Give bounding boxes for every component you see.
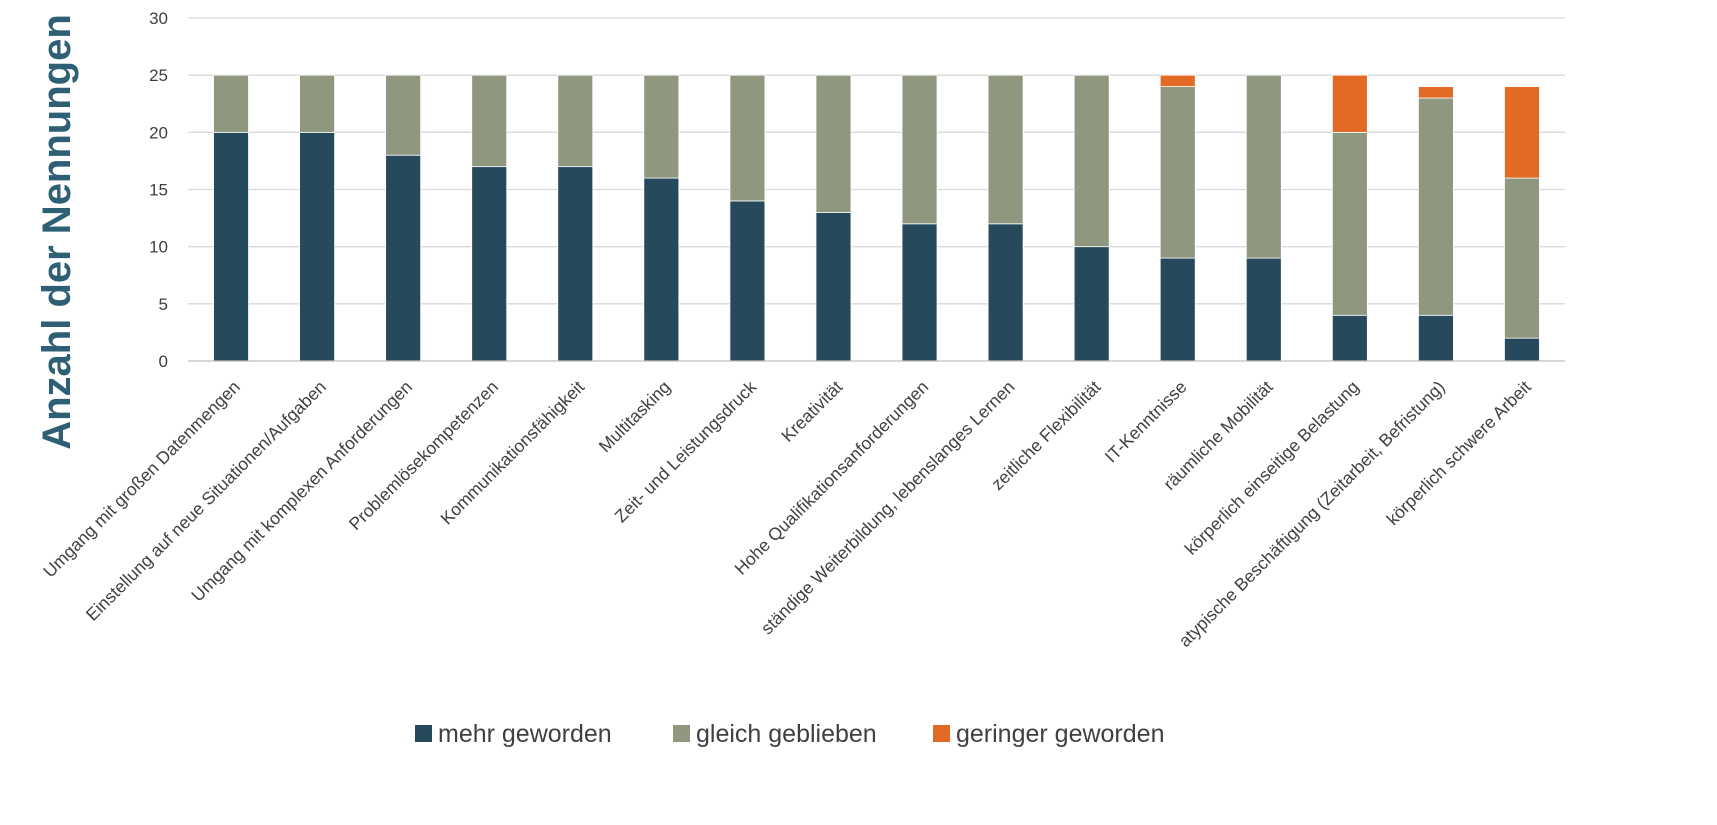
bar-segment (729, 74, 766, 202)
y-tick-label: 5 (159, 295, 168, 314)
x-tick-label: Kreativität (777, 377, 846, 446)
y-tick-label: 30 (149, 9, 168, 28)
legend: mehr geworden gleich geblieben geringer ge… (415, 720, 1164, 748)
bar-segment (1418, 86, 1454, 99)
bar-segment (1331, 74, 1368, 133)
bar-segment (557, 166, 594, 362)
x-tick-label: Problemlösekompetenzen (345, 377, 502, 534)
bar-segment (1418, 314, 1454, 362)
y-tick-label: 25 (149, 66, 168, 85)
bar-segment (213, 131, 249, 362)
bar-segment (1504, 86, 1540, 179)
bar-segment (299, 74, 335, 133)
y-axis-ticks: 0 5 10 15 20 25 30 (149, 9, 168, 371)
bar-segment (643, 177, 680, 362)
y-tick-label: 15 (149, 181, 168, 200)
bar-segment (1159, 257, 1196, 362)
bar-segment (643, 74, 680, 179)
bar-segment (1245, 74, 1282, 259)
bar-segment (729, 200, 766, 362)
bar-segment (1159, 74, 1196, 87)
bar-segment (1331, 314, 1368, 362)
bar-segment (1073, 246, 1110, 362)
bar-segment (1504, 337, 1540, 362)
legend-swatch (415, 725, 432, 742)
bar-segment (385, 74, 422, 156)
x-axis-labels: Umgang mit großen DatenmengenEinstellung… (39, 377, 1535, 651)
bar-segment (1073, 74, 1110, 248)
bar-segment (815, 74, 852, 213)
y-tick-label: 0 (159, 352, 168, 371)
bar-segment (471, 74, 508, 168)
y-axis-title: Anzahl der Nennungen (35, 14, 79, 450)
legend-label: mehr geworden (438, 720, 612, 748)
bar-segment (557, 74, 594, 168)
legend-swatch (673, 725, 690, 742)
x-tick-label: IT-Kenntnisse (1101, 377, 1191, 467)
bar-segment (987, 74, 1024, 225)
x-tick-label: körperlich einseitige Belastung (1181, 377, 1363, 559)
bar-segment (987, 223, 1024, 362)
y-tick-label: 10 (149, 238, 168, 257)
bar-segment (1504, 177, 1540, 339)
bar-segment (1245, 257, 1282, 362)
x-tick-label: Kommunikationsfähigkeit (436, 377, 588, 529)
legend-label: geringer geworden (956, 720, 1164, 748)
bars (213, 74, 1540, 362)
bar-segment (213, 74, 249, 133)
bar-segment (1331, 131, 1368, 316)
bar-segment (901, 74, 938, 225)
x-tick-label: körperlich schwere Arbeit (1382, 377, 1534, 529)
y-tick-label: 20 (149, 123, 168, 142)
x-tick-label: Multitasking (595, 377, 674, 456)
legend-label: gleich geblieben (696, 720, 877, 748)
bar-segment (815, 211, 852, 362)
bar-segment (901, 223, 938, 362)
bar-segment (471, 166, 508, 362)
bar-segment (299, 131, 335, 362)
bar-segment (1418, 97, 1454, 316)
bar-segment (1159, 86, 1196, 259)
bar-segment (385, 154, 422, 362)
x-tick-label: Zeit- und Leistungsdruck (611, 377, 761, 527)
legend-swatch (933, 725, 950, 742)
